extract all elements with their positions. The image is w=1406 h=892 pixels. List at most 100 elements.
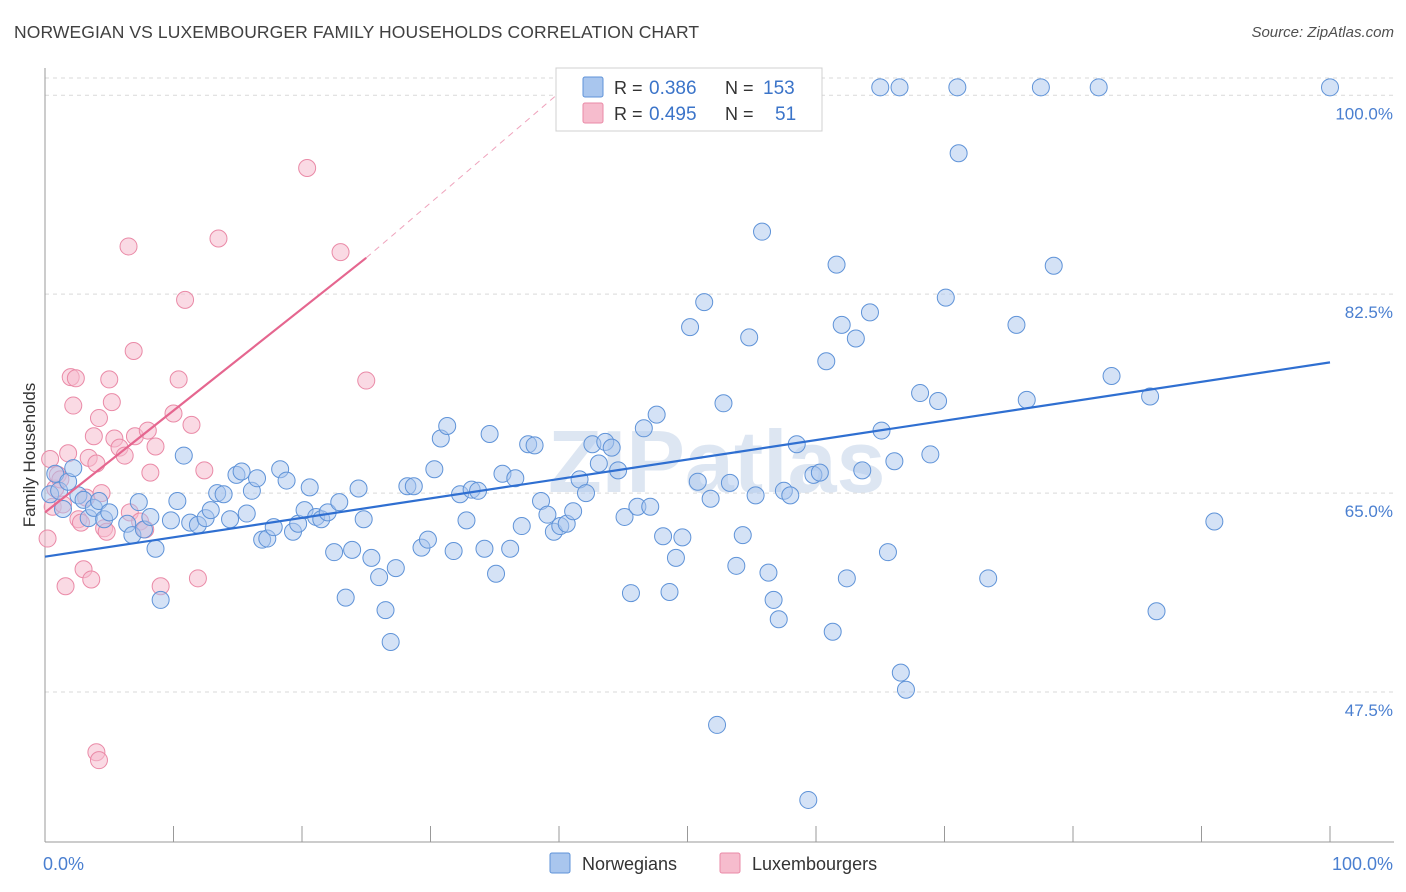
norwegian-point — [817, 352, 836, 371]
luxembourger-point — [124, 342, 143, 361]
norwegian-point — [860, 303, 879, 322]
norwegian-point — [370, 568, 389, 587]
x-ticks — [44, 826, 1331, 842]
norwegian-point — [589, 454, 608, 473]
norwegian-point — [418, 530, 437, 549]
norwegian-point — [64, 459, 83, 478]
norwegian-point — [538, 505, 557, 524]
norwegian-point — [146, 539, 165, 558]
luxembourger-point — [56, 577, 75, 596]
norwegian-point — [151, 590, 170, 609]
norwegian-point — [487, 564, 506, 583]
luxembourger-point — [100, 370, 119, 389]
luxembourger-point — [146, 437, 165, 456]
luxembourger-point — [84, 427, 103, 446]
series-legend-label-norwegians: Norwegians — [582, 854, 677, 874]
luxembourger-point — [169, 370, 188, 389]
norwegian-point — [1321, 78, 1339, 97]
norwegian-point — [425, 460, 444, 479]
norwegian-point — [201, 501, 220, 520]
luxembourger-point — [82, 570, 101, 589]
norwegian-point — [733, 526, 752, 545]
norwegian-point — [720, 473, 739, 492]
norwegian-point — [1017, 390, 1036, 409]
luxembourgers-points — [38, 159, 376, 770]
norwegian-point — [221, 510, 240, 529]
norwegian-point — [336, 588, 355, 607]
legend-r-label: R = — [614, 78, 643, 98]
norwegian-point — [232, 462, 251, 481]
norwegian-point — [759, 563, 778, 582]
norwegian-point — [929, 392, 948, 411]
luxembourger-point — [298, 159, 317, 178]
norwegian-point — [823, 622, 842, 641]
norwegian-point — [936, 288, 955, 307]
norwegian-point — [695, 293, 714, 312]
norwegian-point — [480, 424, 499, 443]
luxembourger-point — [89, 751, 108, 770]
norwegian-point — [1044, 256, 1063, 275]
norwegian-point — [1007, 315, 1026, 334]
norwegian-point — [362, 548, 381, 567]
legend-swatch-norwegians — [582, 76, 604, 98]
norwegian-point — [634, 419, 653, 438]
norwegian-point — [501, 539, 520, 558]
norwegian-point — [727, 556, 746, 575]
norwegian-point — [141, 507, 160, 526]
legend-r-label: R = — [614, 104, 643, 124]
norwegian-point — [701, 489, 720, 508]
norwegian-point — [896, 680, 915, 699]
norwegian-point — [354, 510, 373, 529]
norwegian-point — [475, 539, 494, 558]
norwegian-point — [602, 438, 621, 457]
luxembourger-point — [102, 393, 121, 412]
norwegian-point — [764, 590, 783, 609]
trend-lines — [44, 92, 1331, 558]
luxembourger-point — [195, 461, 214, 480]
norwegian-point — [708, 715, 727, 734]
luxembourger-point — [66, 369, 85, 388]
norwegian-point — [1147, 602, 1166, 621]
norwegian-point — [168, 492, 187, 511]
luxembourger-point — [141, 463, 160, 482]
x-tick-label-max: 100.0% — [1332, 854, 1393, 874]
luxembourgers-trend-line — [44, 256, 367, 514]
norwegian-point — [576, 484, 595, 503]
norwegian-point — [404, 477, 423, 496]
norwegian-point — [161, 511, 180, 530]
norwegian-point — [681, 318, 700, 337]
grid-lines — [45, 77, 1394, 693]
norwegian-point — [46, 464, 65, 483]
norwegian-point — [53, 499, 72, 518]
norwegian-point — [1141, 387, 1160, 406]
norwegian-point — [1031, 78, 1050, 97]
norwegian-point — [714, 394, 733, 413]
norwegian-point — [979, 569, 998, 588]
norwegian-point — [891, 663, 910, 682]
luxembourger-point — [209, 229, 228, 248]
y-tick-label: 100.0% — [1335, 104, 1393, 123]
norwegian-point — [300, 478, 319, 497]
norwegian-point — [214, 485, 233, 504]
luxembourger-point — [87, 454, 106, 473]
norwegian-point — [846, 329, 865, 348]
norwegian-point — [129, 493, 148, 512]
luxembourger-point — [64, 396, 83, 415]
norwegian-point — [673, 528, 692, 547]
legend-swatch-luxembourgers — [582, 102, 604, 124]
y-tick-label: 82.5% — [1345, 303, 1393, 322]
y-tick-label: 47.5% — [1345, 701, 1393, 720]
y-tick-label: 65.0% — [1345, 502, 1393, 521]
norwegians-points — [41, 78, 1339, 809]
norwegian-point — [688, 472, 707, 491]
luxembourger-point — [188, 569, 207, 588]
norwegian-point — [660, 582, 679, 601]
norwegian-point — [654, 527, 673, 546]
norwegian-point — [381, 632, 400, 651]
norwegian-point — [753, 222, 772, 241]
norwegian-point — [949, 144, 968, 163]
luxembourger-point — [164, 404, 183, 423]
luxembourgers-trend-extension — [365, 92, 560, 259]
norwegian-point — [781, 486, 800, 505]
norwegian-point — [647, 405, 666, 424]
